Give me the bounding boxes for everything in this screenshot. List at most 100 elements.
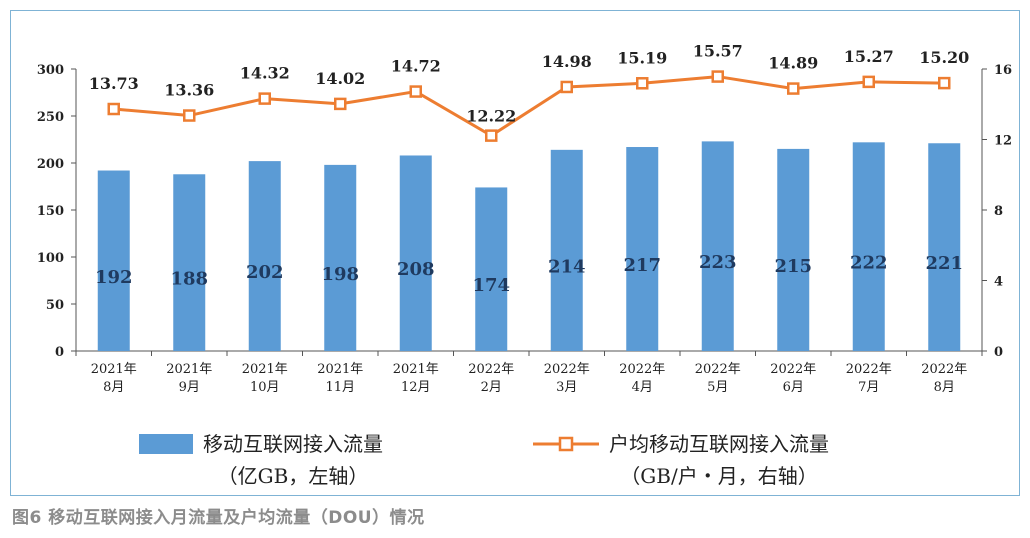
x-tick-label: 2021年 (317, 362, 363, 377)
x-tick-label: 2022年 (695, 362, 741, 377)
line-point (183, 109, 196, 122)
legend-line-swatch (533, 436, 599, 452)
bar-value-label: 214 (548, 256, 586, 277)
y-right-tick-label: 4 (994, 275, 1003, 290)
line-point (787, 82, 800, 95)
bar-value-label: 223 (699, 252, 737, 273)
bar (399, 155, 432, 351)
line-point (107, 102, 120, 116)
line-point (636, 77, 649, 90)
x-tick-label: 2022年 (921, 362, 967, 377)
bar (475, 187, 508, 351)
legend-bar: 移动互联网接入流量 （亿GB，左轴） (139, 428, 383, 492)
line-value-label: 15.19 (617, 48, 667, 67)
line-value-label: 14.98 (542, 52, 592, 71)
x-tick-label: 5月 (707, 380, 728, 395)
y-left-tick-label: 200 (37, 157, 64, 172)
chart-frame: 0 50 100 150 200 250 300 0 4 8 12 16 192 188 202 198 20… (10, 10, 1020, 496)
x-tick-label: 2021年 (91, 362, 137, 377)
legend-bar-unit: （亿GB，左轴） (217, 464, 369, 488)
x-tick-label: 2月 (481, 380, 502, 395)
bar (701, 141, 734, 351)
y-left-tick-label: 0 (55, 345, 64, 360)
legend-bar-label: 移动互联网接入流量 (203, 432, 383, 456)
legend-line: 户均移动互联网接入流量 （GB/户・月，右轴） (531, 428, 829, 492)
bar (777, 148, 810, 351)
line-value-label: 15.27 (844, 47, 894, 66)
x-tick-label: 6月 (783, 380, 804, 395)
bar (97, 170, 130, 351)
y-left-tick-label: 50 (46, 298, 64, 313)
x-tick-label: 10月 (250, 380, 280, 395)
y-left-tick-label: 100 (37, 251, 64, 266)
bar-value-label: 188 (170, 269, 208, 290)
x-tick-label: 11月 (325, 380, 355, 395)
bar-value-labels: 192 188 202 198 208 174 214 217 223 215 222 221 (95, 252, 963, 296)
line-point (711, 70, 724, 83)
line-series (107, 70, 951, 142)
x-tick-label: 2022年 (544, 362, 590, 377)
bar (928, 143, 961, 351)
x-tick-label: 2022年 (468, 362, 514, 377)
bar (324, 164, 357, 351)
x-tick-label: 2022年 (619, 362, 665, 377)
x-tick-label: 8月 (103, 380, 124, 395)
x-tick-label: 2022年 (846, 362, 892, 377)
line-value-label: 12.22 (466, 107, 516, 126)
legend-line-label: 户均移动互联网接入流量 (609, 432, 829, 456)
combo-chart: 0 50 100 150 200 250 300 0 4 8 12 16 192 188 202 198 20… (37, 42, 1012, 395)
bar-value-label: 217 (623, 255, 661, 276)
y-left-tick-label: 300 (37, 63, 64, 78)
x-tick-label: 2021年 (166, 362, 212, 377)
x-tick-label: 12月 (401, 380, 431, 395)
y-right-tick-label: 8 (994, 204, 1003, 219)
bar-value-label: 222 (850, 253, 888, 274)
bar-value-label: 208 (397, 259, 435, 280)
line-point (938, 76, 951, 90)
line-point (862, 75, 875, 89)
line-value-label: 14.72 (391, 57, 441, 76)
bar-value-label: 174 (472, 275, 510, 296)
figure-caption: 图6 移动互联网接入月流量及户均流量（DOU）情况 (12, 508, 425, 528)
bar (550, 149, 583, 351)
line-value-label: 15.20 (919, 48, 969, 67)
bar-value-label: 202 (246, 262, 284, 283)
legend-bar-swatch (139, 434, 193, 454)
x-tick-label: 8月 (934, 380, 955, 395)
x-axis-labels: 2021年 8月 2021年 9月 2021年 10月 2021年 11月 2021年 12月 20… (91, 362, 968, 395)
line-path (113, 75, 945, 138)
line-point (485, 129, 498, 142)
y-right-tick-label: 12 (994, 134, 1012, 149)
y-right-tick-label: 16 (994, 63, 1012, 78)
x-tick-label: 3月 (556, 380, 577, 395)
x-tick-label: 9月 (179, 380, 200, 395)
line-value-label: 13.36 (164, 81, 214, 100)
bar (248, 161, 281, 351)
line-point (334, 97, 347, 111)
bar-value-label: 221 (925, 253, 963, 274)
bar-series (97, 141, 961, 351)
x-tick-label: 7月 (858, 380, 879, 395)
x-tick-label: 4月 (632, 380, 653, 395)
bar-value-label: 215 (774, 256, 812, 277)
line-value-label: 13.73 (89, 74, 139, 93)
legend-line-unit: （GB/户・月，右轴） (620, 464, 818, 488)
bar (173, 174, 206, 351)
line-point (409, 85, 422, 98)
y-left-tick-label: 250 (37, 110, 64, 125)
axes: 0 50 100 150 200 250 300 0 4 8 12 16 (37, 63, 1012, 360)
line-value-label: 14.32 (240, 64, 290, 83)
bar-value-label: 198 (321, 264, 359, 285)
line-point (560, 80, 573, 94)
x-tick-label: 2021年 (393, 362, 439, 377)
bar (852, 142, 885, 351)
line-value-labels: 13.73 13.36 14.32 14.02 14.72 12.22 14.98 15.19… (89, 42, 970, 126)
line-value-label: 15.57 (693, 42, 743, 61)
y-right-tick-label: 0 (994, 345, 1003, 360)
line-point (258, 92, 271, 105)
x-tick-label: 2022年 (770, 362, 816, 377)
line-value-label: 14.89 (768, 54, 818, 73)
x-tick-label: 2021年 (242, 362, 288, 377)
bar-value-label: 192 (95, 267, 133, 288)
bar (626, 147, 659, 351)
